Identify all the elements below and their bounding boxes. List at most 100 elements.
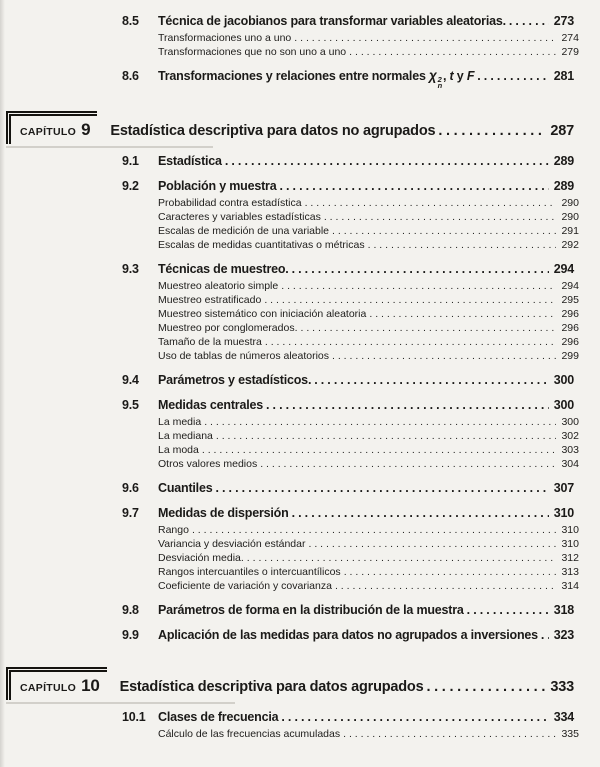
dot-leader [301,321,557,335]
entry-title: Muestreo sistemático con iniciación alea… [158,308,367,320]
toc-sub-entry: Tamaño de la muestra 296 [0,335,600,349]
dot-leader [281,279,556,293]
toc-sub-entry: Muestreo sistemático con iniciación alea… [0,307,600,321]
entry-title: Variancia y desviación estándar [158,538,306,550]
entry-title-text: Medidas centrales [158,398,263,412]
entry-title-text: Transformaciones y relaciones entre norm… [158,69,429,83]
dot-leader [541,627,549,643]
page-number: 300 [553,373,574,387]
entry-title: La mediana [158,430,213,442]
toc-section-entry: 9.3 Técnicas de muestreo. 294 [0,261,600,277]
section-number: 9.2 [122,179,139,193]
entry-title: Clases de frecuencia [158,709,279,725]
page-number: 310 [553,506,574,520]
entry-title-text: Población y muestra [158,179,277,193]
toc-sub-entry: Variancia y desviación estándar 310 [0,537,600,551]
entry-title: Aplicación de las medidas para datos no … [158,627,538,643]
toc-sub-entry: Cálculo de las frecuencias acumuladas 335 [0,727,600,741]
section-number: 9.9 [122,628,139,642]
page-number: 299 [561,350,579,362]
entry-title-text: Técnicas de muestreo. [158,262,289,276]
dot-leader [369,307,556,321]
section-number: 8.6 [122,69,139,83]
page-number: 295 [561,294,579,306]
entry-title: Cálculo de las frecuencias acumuladas [158,728,341,740]
entry-title: Medidas de dispersión [158,505,289,521]
chapter-label: CAPÍTULO [20,126,77,138]
chapter-number-box: CAPÍTULO 10 [6,667,235,704]
dot-leader [308,537,556,551]
entry-title: La moda [158,444,199,456]
page-number: 307 [553,481,574,495]
dot-leader [335,579,557,593]
page-number: 314 [561,580,579,592]
chapter-title: Estadística descriptiva para datos no ag… [110,123,436,139]
entry-title-text: Parámetros de forma en la distribución d… [158,603,464,617]
toc-section-entry: 10.1 Clases de frecuencia 334 [0,709,600,725]
entry-title: Medidas centrales [158,397,263,413]
entry-title: Muestreo por conglomerados. [158,322,298,334]
dot-leader [368,238,557,252]
page-number: 292 [561,239,579,251]
toc-sub-entry: Muestreo estratificado 295 [0,293,600,307]
page-number: 333 [550,679,574,695]
entry-title: Parámetros y estadísticos. [158,372,311,388]
entry-title: Población y muestra [158,178,277,194]
page-number: 294 [553,262,574,276]
page-number: 289 [553,154,574,168]
toc-sub-entry: La mediana 302 [0,429,600,443]
page-number: 310 [561,538,579,550]
entry-title: Técnica de jacobianos para transformar v… [158,13,506,29]
chapter-title: Estadística descriptiva para datos agrup… [119,679,424,695]
entry-title: Escalas de medición de una variable [158,225,330,237]
page-number: 313 [561,566,579,578]
toc-section-entry: 8.6 Transformaciones y relaciones entre n… [0,68,600,89]
dot-leader [247,551,557,565]
page-number: 303 [561,444,579,456]
chapter-number: 10 [81,676,100,695]
section-number: 9.8 [122,603,139,617]
dot-leader [438,121,545,141]
entry-title: Parámetros de forma en la distribución d… [158,602,464,618]
entry-title: Escalas de medidas cuantitativas o métri… [158,239,365,251]
toc-sub-entry: Muestreo por conglomerados. 296 [0,321,600,335]
toc-sub-entry: Rangos intercuantiles o intercuantílicos… [0,565,600,579]
toc-section-entry: 8.5 Técnica de jacobianos para transforma… [0,13,600,29]
variable-f: F [466,69,475,83]
entry-title-text: Cuantiles [158,481,213,495]
entry-title: Otros valores medios [158,458,258,470]
chi-superscript: 2 [437,75,442,84]
toc-sub-entry: Probabilidad contra estadística 290 [0,196,600,210]
dot-leader [477,68,548,84]
entry-title: Muestreo estratificado [158,294,262,306]
section-number: 9.5 [122,398,139,412]
entry-title: Caracteres y variables estadísticas [158,211,321,223]
page-number: 296 [561,308,579,320]
page-number: 318 [553,603,574,617]
dot-leader [266,397,549,413]
page-number: 290 [561,197,579,209]
entry-title-text: Medidas de dispersión [158,506,289,520]
toc-section-entry: 9.7 Medidas de dispersión 310 [0,505,600,521]
dot-leader [260,457,556,471]
chapter-heading: CAPÍTULO 10 Estadística descriptiva para d… [0,667,600,704]
toc-sub-entry: Desviación media. 312 [0,551,600,565]
variable-t: t [449,69,454,83]
toc-sub-entry: La media 300 [0,415,600,429]
entry-title-text: Parámetros y estadísticos. [158,373,312,387]
section-number: 9.1 [122,154,139,168]
toc-sub-entry: Escalas de medidas cuantitativas o métri… [0,238,600,252]
toc-section-entry: 9.1 Estadística 289 [0,153,600,169]
dot-leader [192,523,557,537]
toc-sub-entry: Uso de tablas de números aleatorios 299 [0,349,600,363]
dot-leader [294,31,556,45]
entry-title: Cuantiles [158,480,213,496]
page-number: 290 [561,211,579,223]
entry-title-text: Clases de frecuencia [158,710,279,724]
dot-leader [467,602,549,618]
section-number: 8.5 [122,14,139,28]
entry-title: Uso de tablas de números aleatorios [158,350,330,362]
toc-sub-entry: Escalas de medición de una variable 291 [0,224,600,238]
page-number: 296 [561,322,579,334]
